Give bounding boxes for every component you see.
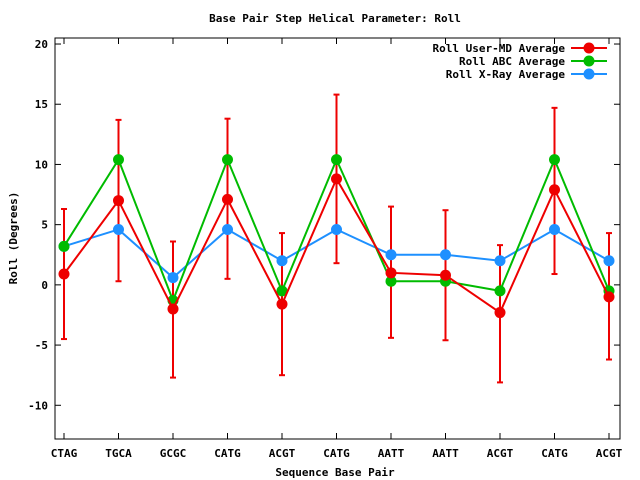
x-tick-label: ACGT	[596, 447, 623, 460]
legend-label: Roll User-MD Average	[433, 42, 566, 55]
x-tick-label: TGCA	[105, 447, 132, 460]
data-point	[494, 307, 506, 319]
data-point	[113, 154, 124, 166]
data-point	[58, 240, 70, 252]
data-point	[58, 268, 70, 280]
data-point	[440, 269, 451, 281]
y-tick-label: -10	[28, 399, 48, 412]
y-tick-label: 10	[35, 158, 48, 171]
data-point	[549, 223, 560, 235]
legend-swatch-marker	[583, 68, 595, 80]
data-point	[331, 154, 342, 166]
x-tick-label: GCGC	[160, 447, 187, 460]
y-tick-label: 15	[35, 98, 48, 111]
x-axis: CTAG TGCA GCGC CATG ACGT CATG AATT AATT ACGT CATG…	[51, 38, 623, 460]
x-tick-label: CATG	[214, 447, 241, 460]
data-point	[603, 291, 615, 303]
y-tick-label: 0	[41, 279, 48, 292]
legend-swatch-marker	[583, 42, 595, 54]
data-point	[494, 255, 506, 267]
y-tick-label: 5	[41, 219, 48, 232]
data-point	[113, 195, 124, 207]
plot-frame	[54, 37, 621, 440]
error-bars	[61, 93, 612, 384]
data-point	[549, 184, 560, 196]
y-axis: -10 -5 0 5 10 15 20	[28, 38, 620, 412]
x-tick-label: CATG	[541, 447, 568, 460]
data-point	[603, 255, 615, 267]
x-tick-label: ACGT	[487, 447, 514, 460]
data-point	[331, 223, 342, 235]
data-point	[167, 303, 179, 315]
x-tick-label: CTAG	[51, 447, 78, 460]
data-point	[276, 298, 288, 310]
y-tick-label: -5	[35, 339, 48, 352]
data-point	[276, 255, 288, 267]
legend-swatch-marker	[583, 55, 595, 67]
data-point	[222, 154, 233, 166]
data-point	[549, 154, 560, 166]
data-point	[385, 249, 397, 261]
data-point	[222, 223, 233, 235]
data-point	[331, 173, 342, 185]
x-tick-label: CATG	[323, 447, 350, 460]
data-point	[385, 267, 397, 279]
data-point	[222, 193, 233, 205]
data-point	[276, 285, 288, 297]
data-point	[113, 223, 124, 235]
data-point	[494, 285, 506, 297]
data-point	[385, 275, 397, 287]
data-point	[440, 249, 451, 261]
legend-label: Roll X-Ray Average	[446, 68, 566, 81]
x-axis-label: Sequence Base Pair	[275, 466, 395, 479]
y-tick-label: 20	[35, 38, 48, 51]
y-axis-label: Roll (Degrees)	[7, 192, 20, 285]
data-point	[167, 272, 179, 284]
x-tick-label: ACGT	[269, 447, 296, 460]
series-layer	[58, 154, 615, 319]
legend-label: Roll ABC Average	[459, 55, 565, 68]
x-tick-label: AATT	[378, 447, 405, 460]
chart-title: Base Pair Step Helical Parameter: Roll	[209, 12, 461, 25]
x-tick-label: AATT	[432, 447, 459, 460]
